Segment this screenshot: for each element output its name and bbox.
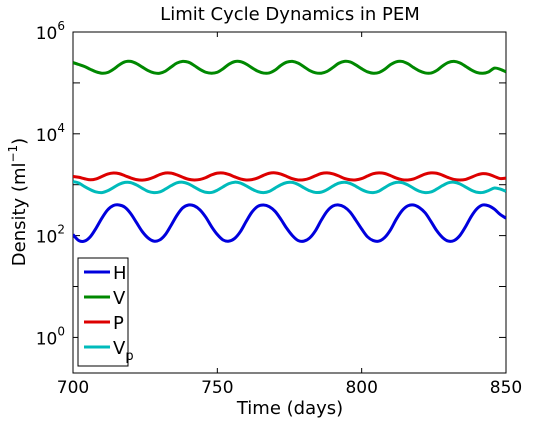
x-axis-ticks: 700 750 800 850 xyxy=(57,32,522,398)
series-line-vp xyxy=(73,180,506,195)
x-axis-label: Time (days) xyxy=(236,398,343,419)
y-tick-label: 104 xyxy=(36,121,65,146)
y-tick-label: 100 xyxy=(36,324,65,349)
plot-frame xyxy=(72,31,507,374)
y-axis-label-superscript: −1 xyxy=(6,145,20,163)
x-tick-label: 800 xyxy=(345,378,377,398)
y-tick-label: 106 xyxy=(36,19,65,44)
y-axis-label-end: ) xyxy=(9,138,30,145)
legend-label-vp: Vp xyxy=(113,338,134,364)
x-tick-label: 850 xyxy=(490,378,522,398)
chart-title: Limit Cycle Dynamics in PEM xyxy=(160,4,420,25)
y-tick-label: 102 xyxy=(36,223,65,248)
y-axis-label: Density (ml−1) xyxy=(6,138,30,266)
series-line-v xyxy=(73,59,506,75)
legend-label-v: V xyxy=(113,288,126,309)
y-axis-label-main: Density (ml xyxy=(9,163,30,267)
series-line-p xyxy=(73,171,506,182)
y-axis-ticks: 100 102 104 106 xyxy=(36,19,506,349)
x-tick-label: 750 xyxy=(201,378,233,398)
legend-label-p: P xyxy=(113,313,124,334)
legend-label-h: H xyxy=(113,263,127,284)
series-layer xyxy=(73,59,506,243)
legend: HVP Vp xyxy=(77,257,134,367)
x-tick-label: 700 xyxy=(57,378,89,398)
series-line-h xyxy=(73,203,506,243)
